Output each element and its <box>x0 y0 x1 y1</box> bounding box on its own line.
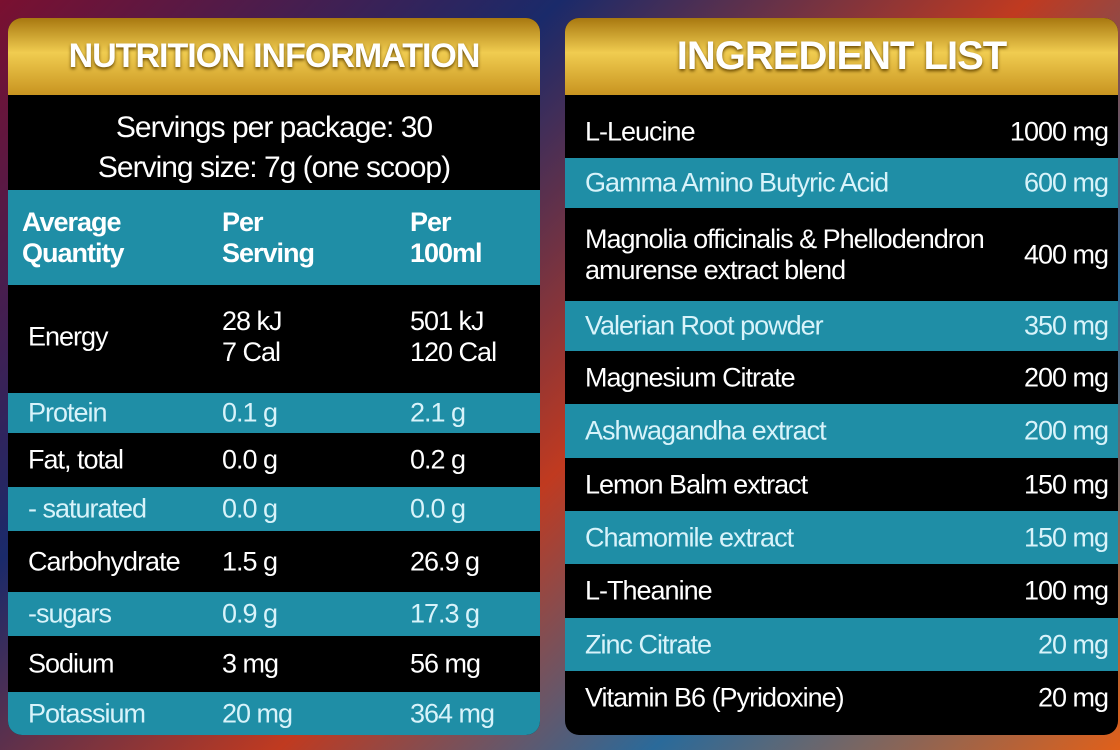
nutrition-row: Carbohydrate 1.5 g 26.9 g <box>8 534 540 589</box>
ingredient-row: Valerian Root powder 350 mg <box>565 301 1118 351</box>
cell: Energy <box>28 321 109 352</box>
cell: 56 mg <box>410 648 481 679</box>
serving-size-text: Serving size: 7g (one scoop) <box>97 150 451 184</box>
serving-size: Serving size: 7g (one scoop) <box>8 146 540 190</box>
cell: 20 mg <box>222 698 293 729</box>
header-cell: Per Serving <box>222 206 315 268</box>
ingredient-name: Ashwagandha extract <box>585 415 827 446</box>
cell: Potassium <box>28 698 146 729</box>
ingredient-name: Lemon Balm extract <box>585 468 808 499</box>
cell: 0.0 g <box>222 493 278 524</box>
header-cell: Average Quantity <box>22 206 125 268</box>
cell: 2.1 g <box>410 397 466 428</box>
cell: Sodium <box>28 648 115 679</box>
cell-group: 28 kJ 7 Cal <box>222 305 283 368</box>
cell: 120 Cal <box>410 337 497 367</box>
cell: 0.0 g <box>410 493 466 524</box>
cell-group: 501 kJ 120 Cal <box>410 305 497 368</box>
ingredient-amount: 200 mg <box>1023 361 1109 392</box>
nutrition-row: -sugars 0.9 g 17.3 g <box>8 592 540 636</box>
cell: 501 kJ <box>410 305 485 336</box>
nutrition-row: - saturated 0.0 g 0.0 g <box>8 487 540 531</box>
nutrition-row: Sodium 3 mg 56 mg <box>8 639 540 689</box>
energy-row: Energy 28 kJ 7 Cal 501 kJ 120 Cal <box>8 285 540 389</box>
table-header: Average Quantity Per Serving Per 100ml <box>8 190 540 285</box>
servings-text: Servings per package: 30 <box>115 110 433 144</box>
header-cell: Per 100ml <box>410 206 483 268</box>
cell: - saturated <box>28 493 147 524</box>
ingredient-row: Zinc Citrate 20 mg <box>565 618 1118 671</box>
ingredient-name: Zinc Citrate <box>585 628 712 659</box>
ingredient-amount: 1000 mg <box>1009 115 1109 146</box>
ingredient-amount: 150 mg <box>1023 468 1109 499</box>
ingredient-name: Magnolia officinalis & Phellodendron amu… <box>585 223 985 285</box>
ingredient-title: INGREDIENT LIST <box>565 18 1118 95</box>
cell: 0.9 g <box>222 598 278 629</box>
ingredient-name: L-Theanine <box>585 575 713 606</box>
ingredient-name: L-Leucine <box>585 115 696 146</box>
cell: 0.0 g <box>222 444 278 475</box>
nutrition-row: Potassium 20 mg 364 mg <box>8 692 540 735</box>
nutrition-row: Fat, total 0.0 g 0.2 g <box>8 436 540 484</box>
cell: 0.2 g <box>410 444 466 475</box>
ingredient-name: Magnesium Citrate <box>585 361 796 392</box>
ingredient-row: L-Theanine 100 mg <box>565 564 1118 618</box>
servings: Servings per package: 30 <box>8 103 540 153</box>
ingredient-amount: 350 mg <box>1023 310 1109 341</box>
nutrition-panel: NUTRITION INFORMATION Servings per packa… <box>8 18 540 735</box>
cell: 26.9 g <box>410 545 480 576</box>
ingredient-row: Chamomile extract 150 mg <box>565 511 1118 564</box>
ingredient-row: Ashwagandha extract 200 mg <box>565 404 1118 458</box>
ingredient-name: Gamma Amino Butyric Acid <box>585 167 889 198</box>
ingredient-amount: 20 mg <box>1037 681 1109 712</box>
ingredient-row: Lemon Balm extract 150 mg <box>565 458 1118 511</box>
ingredient-row: Magnolia officinalis & Phellodendron amu… <box>565 208 1118 301</box>
ingredient-row: Vitamin B6 (Pyridoxine) 20 mg <box>565 671 1118 724</box>
cell: 17.3 g <box>410 598 480 629</box>
nutrition-title: NUTRITION INFORMATION <box>8 18 540 95</box>
ingredient-name: Valerian Root powder <box>585 310 824 341</box>
cell: 364 mg <box>410 698 495 729</box>
ingredient-panel: INGREDIENT LIST L-Leucine 1000 mg Gamma Am… <box>565 18 1118 735</box>
cell: -sugars <box>28 598 112 629</box>
ingredient-amount: 200 mg <box>1023 415 1109 446</box>
ingredient-row: Gamma Amino Butyric Acid 600 mg <box>565 158 1118 208</box>
cell: 0.1 g <box>222 397 278 428</box>
ingredient-row: Magnesium Citrate 200 mg <box>565 351 1118 404</box>
cell: Fat, total <box>28 444 124 475</box>
ingredient-amount: 400 mg <box>1023 238 1109 269</box>
cell: 7 Cal <box>222 337 281 367</box>
cell: 28 kJ <box>222 305 283 336</box>
ingredient-amount: 20 mg <box>1037 628 1109 659</box>
ingredient-row: L-Leucine 1000 mg <box>565 105 1118 158</box>
ingredient-amount: 100 mg <box>1023 575 1109 606</box>
cell: 1.5 g <box>222 545 278 576</box>
ingredient-name: Chamomile extract <box>585 521 794 552</box>
cell: Carbohydrate <box>28 545 181 576</box>
ingredient-name: Vitamin B6 (Pyridoxine) <box>585 681 845 712</box>
nutrition-row: Protein 0.1 g 2.1 g <box>8 393 540 433</box>
ingredient-amount: 150 mg <box>1023 521 1109 552</box>
ingredient-amount: 600 mg <box>1023 167 1109 198</box>
cell: Protein <box>28 397 108 428</box>
cell: 3 mg <box>222 648 279 679</box>
